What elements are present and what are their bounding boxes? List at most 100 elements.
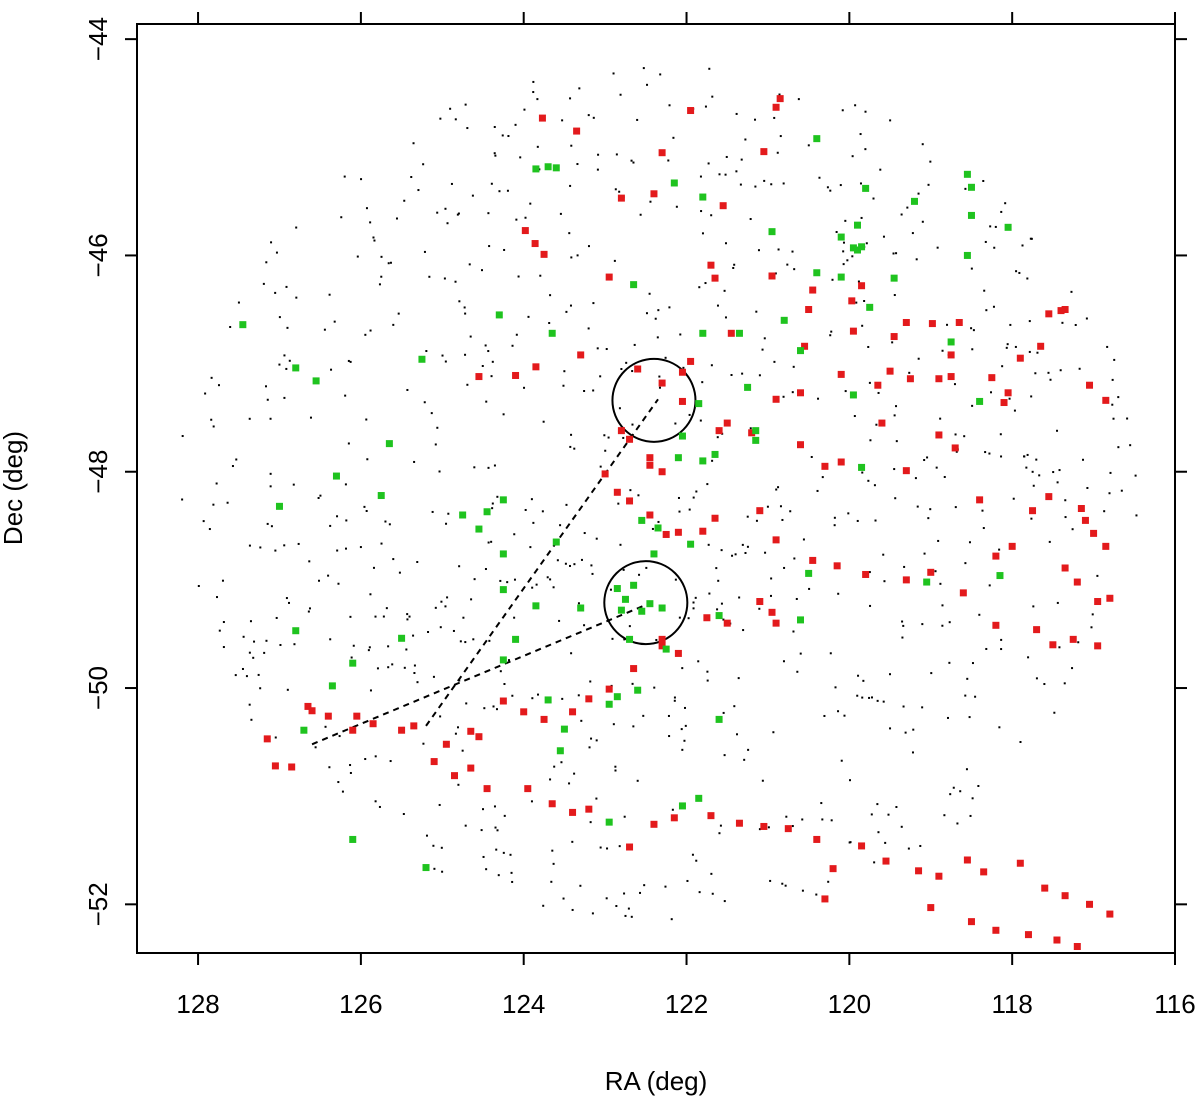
black-point — [293, 643, 296, 646]
black-point — [755, 519, 758, 522]
black-point — [774, 272, 777, 275]
x-tick-label: 124 — [502, 989, 545, 1019]
black-point — [701, 232, 704, 235]
black-point — [248, 703, 251, 706]
black-point — [810, 455, 813, 458]
green-point — [670, 179, 678, 187]
black-point — [893, 468, 896, 471]
black-point — [248, 544, 251, 547]
black-point — [509, 853, 512, 856]
black-point — [605, 348, 608, 351]
black-point — [998, 548, 1001, 551]
black-point — [449, 107, 452, 110]
black-point — [561, 119, 564, 122]
black-point — [1096, 574, 1099, 577]
black-point — [365, 418, 368, 421]
red-point — [646, 454, 654, 462]
green-point — [768, 228, 776, 236]
black-point — [501, 134, 504, 137]
black-point — [336, 549, 339, 552]
black-point — [1056, 429, 1059, 432]
black-point — [749, 427, 752, 430]
black-point — [744, 138, 747, 141]
green-point — [544, 163, 552, 171]
red-point — [976, 496, 984, 504]
black-point — [539, 274, 542, 277]
black-point — [954, 506, 957, 509]
red-point — [467, 764, 475, 772]
red-point — [992, 552, 1000, 560]
black-point — [994, 225, 997, 228]
black-point — [977, 784, 980, 787]
black-point — [833, 516, 836, 519]
red-point — [577, 351, 585, 359]
black-point — [488, 639, 491, 642]
black-point — [491, 360, 494, 363]
red-point — [928, 320, 936, 328]
black-point — [869, 439, 872, 442]
black-point — [388, 523, 391, 526]
black-point — [595, 739, 598, 742]
black-point — [577, 694, 580, 697]
black-point — [618, 845, 621, 848]
green-point — [422, 864, 430, 872]
black-point — [611, 637, 614, 640]
black-point — [764, 551, 767, 554]
black-point — [402, 813, 405, 816]
green-point — [349, 835, 357, 843]
green-point — [646, 600, 654, 608]
black-point — [549, 294, 552, 297]
black-point — [718, 832, 721, 835]
plot-frame — [136, 23, 1176, 954]
black-point — [643, 884, 646, 887]
black-point — [776, 151, 779, 154]
red-point — [308, 707, 316, 715]
green-point — [499, 656, 507, 664]
black-point — [269, 417, 272, 420]
black-point — [724, 316, 727, 319]
black-point — [777, 486, 780, 489]
x-tick-label: 126 — [339, 989, 382, 1019]
red-point — [1057, 307, 1065, 315]
black-point — [801, 889, 804, 892]
black-point — [403, 199, 406, 202]
red-point — [748, 429, 756, 437]
black-point — [784, 884, 787, 887]
black-point — [274, 736, 277, 739]
black-point — [510, 871, 513, 874]
green-point — [300, 726, 308, 734]
black-point — [767, 826, 770, 829]
black-point — [978, 613, 981, 616]
black-point — [395, 217, 398, 220]
red-point — [715, 427, 723, 435]
black-point — [343, 175, 346, 178]
green-point — [654, 524, 662, 532]
red-point — [829, 865, 837, 873]
black-point — [1009, 323, 1012, 326]
black-point — [441, 870, 444, 873]
green-series — [239, 135, 1012, 872]
black-point — [943, 814, 946, 817]
black-point — [349, 360, 352, 363]
black-point — [365, 207, 368, 210]
red-point — [658, 635, 666, 643]
red-point — [304, 702, 312, 710]
red-point — [992, 926, 1000, 934]
black-point — [649, 200, 652, 203]
black-point — [757, 249, 760, 252]
black-point — [487, 212, 490, 215]
black-point — [673, 699, 676, 702]
black-point — [883, 580, 886, 583]
black-point — [724, 242, 727, 245]
black-point — [638, 573, 641, 576]
black-point — [837, 710, 840, 713]
black-point — [513, 616, 516, 619]
black-point — [1109, 471, 1112, 474]
black-point — [923, 459, 926, 462]
black-point — [686, 879, 689, 882]
green-point — [923, 578, 931, 586]
black-point — [835, 230, 838, 233]
black-point — [613, 259, 616, 262]
black-point — [385, 607, 388, 610]
black-point — [583, 624, 586, 627]
